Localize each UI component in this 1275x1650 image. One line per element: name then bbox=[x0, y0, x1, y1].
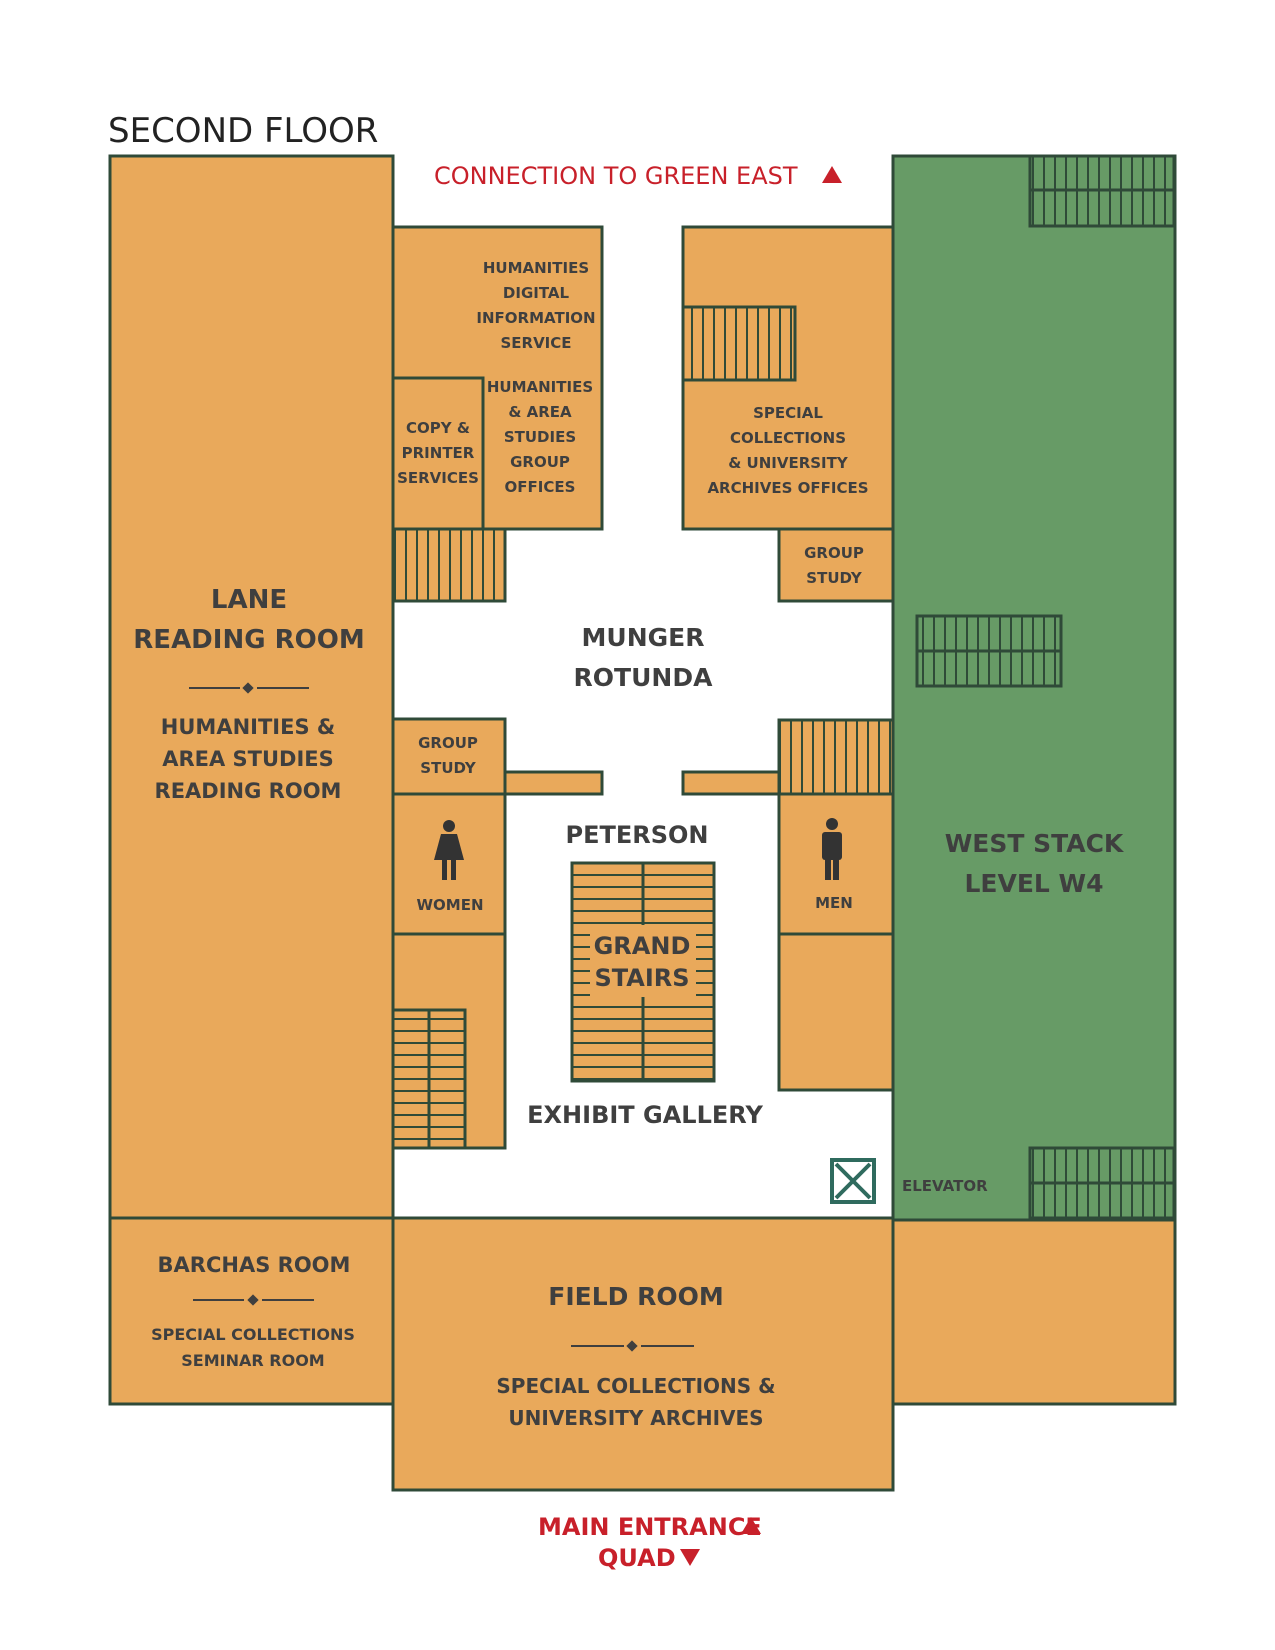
lane-title-2: READING ROOM bbox=[133, 625, 364, 655]
stairs-icon bbox=[777, 718, 895, 796]
copy-1: COPY & bbox=[406, 419, 470, 437]
main-entrance-label: MAIN ENTRANCE bbox=[538, 1513, 762, 1541]
barchas-sub-2: SEMINAR ROOM bbox=[181, 1351, 324, 1370]
group-study-left bbox=[391, 717, 507, 796]
barchas-title: BARCHAS ROOM bbox=[158, 1253, 351, 1277]
women-label: WOMEN bbox=[416, 896, 483, 914]
group-study-left-2: STUDY bbox=[420, 759, 477, 777]
connection-label: CONNECTION TO GREEN EAST bbox=[434, 162, 798, 190]
hdis-2: DIGITAL bbox=[503, 284, 570, 302]
divider-diamond-icon bbox=[193, 1294, 314, 1306]
field-room bbox=[391, 1216, 895, 1492]
lane-sub-3: READING ROOM bbox=[155, 779, 342, 803]
has-5: OFFICES bbox=[505, 478, 576, 496]
group-study-right bbox=[777, 527, 895, 603]
lane-title-1: LANE bbox=[211, 585, 287, 615]
men-label: MEN bbox=[815, 894, 853, 912]
has-2: & AREA bbox=[508, 403, 572, 421]
barchas-sub-1: SPECIAL COLLECTIONS bbox=[151, 1325, 355, 1344]
quad-label: QUAD bbox=[598, 1544, 676, 1572]
arrow-up-icon bbox=[822, 166, 842, 183]
lane-sub-2: AREA STUDIES bbox=[162, 747, 334, 771]
peterson-label: PETERSON bbox=[565, 821, 708, 849]
lane-sub-1: HUMANITIES & bbox=[161, 715, 335, 739]
field-room-title: FIELD ROOM bbox=[548, 1282, 723, 1311]
stairs-icon bbox=[681, 305, 797, 382]
field-sub-1: SPECIAL COLLECTIONS & bbox=[496, 1374, 775, 1398]
has-1: HUMANITIES bbox=[487, 378, 593, 396]
hdis-1: HUMANITIES bbox=[483, 259, 589, 277]
group-study-right-1: GROUP bbox=[804, 544, 864, 562]
southeast-room bbox=[891, 1218, 1177, 1406]
divider-diamond-icon bbox=[189, 682, 309, 694]
wall-stub-right bbox=[681, 770, 781, 796]
elevator-label: ELEVATOR bbox=[902, 1177, 988, 1195]
group-study-left-1: GROUP bbox=[418, 734, 478, 752]
grand-stairs-1: GRAND bbox=[594, 932, 691, 960]
arrow-down-icon bbox=[680, 1549, 700, 1566]
page-title: SECOND FLOOR bbox=[108, 111, 378, 151]
copy-3: SERVICES bbox=[397, 469, 479, 487]
has-4: GROUP bbox=[510, 453, 570, 471]
spc-3: & UNIVERSITY bbox=[728, 454, 849, 472]
hdis-4: SERVICE bbox=[500, 334, 571, 352]
copy-2: PRINTER bbox=[402, 444, 475, 462]
group-study-right-2: STUDY bbox=[806, 569, 863, 587]
elevator-icon bbox=[830, 1158, 876, 1204]
spc-2: COLLECTIONS bbox=[730, 429, 846, 447]
west-stack bbox=[891, 154, 1177, 1222]
room-lower-right bbox=[777, 932, 895, 1092]
spc-1: SPECIAL bbox=[753, 404, 823, 422]
hdis-3: INFORMATION bbox=[476, 309, 595, 327]
men-restroom-icon bbox=[822, 818, 842, 880]
field-sub-2: UNIVERSITY ARCHIVES bbox=[508, 1406, 763, 1430]
west-stack-2: LEVEL W4 bbox=[964, 869, 1103, 898]
munger-1: MUNGER bbox=[582, 623, 705, 652]
arrow-up-icon bbox=[741, 1517, 761, 1534]
barchas-room bbox=[108, 1216, 395, 1406]
grand-stairs-2: STAIRS bbox=[594, 964, 689, 992]
wall-stub-left bbox=[503, 770, 604, 796]
stairs-icon bbox=[391, 527, 507, 603]
exhibit-gallery-label: EXHIBIT GALLERY bbox=[527, 1101, 763, 1129]
spc-4: ARCHIVES OFFICES bbox=[707, 479, 868, 497]
west-stack-1: WEST STACK bbox=[945, 829, 1125, 858]
divider-diamond-icon bbox=[571, 1340, 694, 1352]
munger-2: ROTUNDA bbox=[574, 663, 714, 692]
has-3: STUDIES bbox=[504, 428, 576, 446]
women-restroom-icon bbox=[434, 820, 464, 880]
